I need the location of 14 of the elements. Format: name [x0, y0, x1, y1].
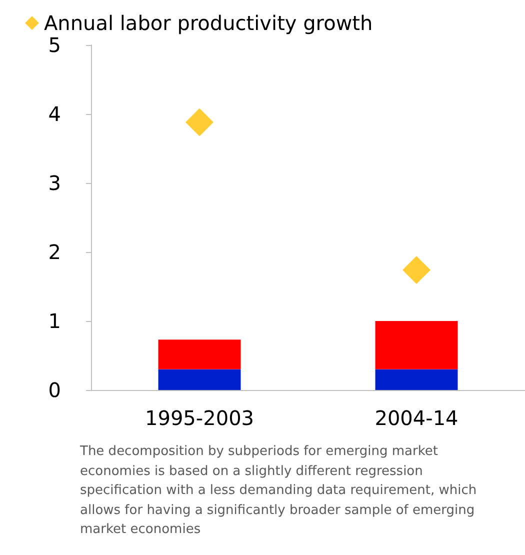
bar: [158, 369, 241, 390]
legend-label: Annual labor productivity growth: [44, 11, 373, 35]
y-tick-label: 4: [48, 102, 61, 126]
y-tick-label: 5: [48, 33, 61, 57]
text: The decomposition by subperiods for emerging market economies is based on a slightly different regression specification with a less demanding data requirement, which allows for having a significantly broader sample of emerging market economies: [80, 443, 478, 539]
y-tick-label: 1: [48, 309, 61, 333]
bar: [375, 369, 458, 390]
y-tick-label: 0: [48, 378, 61, 402]
bar: [158, 340, 241, 370]
x-tick-label: 1995-2003: [144, 406, 254, 430]
y-tick-label: 2: [48, 240, 61, 264]
x-tick-label: 2004-14: [374, 406, 458, 430]
y-tick-label: 3: [48, 171, 61, 195]
bar: [375, 321, 458, 370]
